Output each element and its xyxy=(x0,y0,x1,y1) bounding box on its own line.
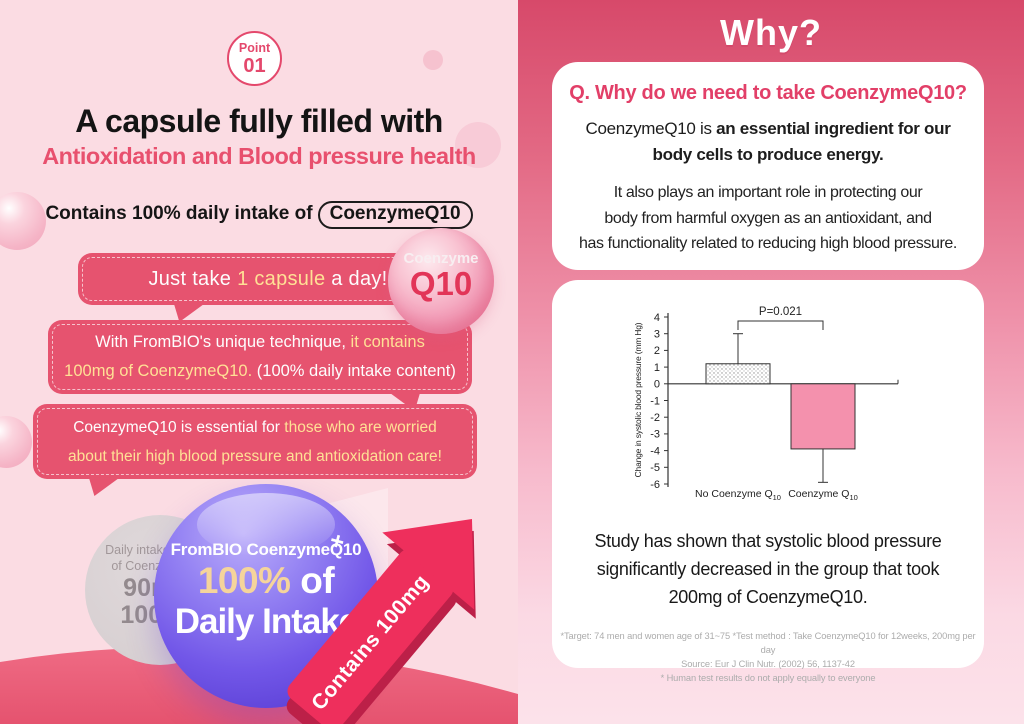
svg-text:2: 2 xyxy=(654,345,660,357)
answer-paragraph-2: It also plays an important role in prote… xyxy=(579,184,957,253)
svg-text:4: 4 xyxy=(654,312,660,324)
bubble-decoration xyxy=(0,192,46,250)
left-panel: Point 01 A capsule fully filled with Ant… xyxy=(0,0,518,724)
svg-text:0: 0 xyxy=(654,379,660,391)
headline-black: A capsule fully filled with xyxy=(75,103,443,139)
svg-text:3: 3 xyxy=(654,329,660,341)
svg-text:-3: -3 xyxy=(650,429,660,441)
speech-bubble-3: CoenzymeQ10 is essential for those who a… xyxy=(33,404,477,479)
svg-text:-5: -5 xyxy=(650,462,660,474)
sphere-daily-intake-label: Daily Intake xyxy=(174,601,359,641)
svg-text:1: 1 xyxy=(654,362,660,374)
point-badge-number: 01 xyxy=(243,54,266,77)
point-badge: Point 01 xyxy=(227,31,282,86)
svg-text:Coenzyme Q10: Coenzyme Q10 xyxy=(788,488,858,502)
svg-text:No Coenzyme Q10: No Coenzyme Q10 xyxy=(695,488,781,502)
svg-text:-1: -1 xyxy=(650,395,660,407)
study-footnotes: *Target: 74 men and women age of 31~75 *… xyxy=(560,631,976,683)
svg-text:-4: -4 xyxy=(650,445,660,457)
q10-bubble-big-label: Q10 xyxy=(409,265,473,302)
point-badge-label: Point xyxy=(238,41,271,55)
contains-arrow: Contains 100mg xyxy=(286,518,476,724)
sphere-percent-suffix: of xyxy=(290,560,335,601)
svg-text:Change in systolic blood press: Change in systolic blood pressure (mm Hg… xyxy=(633,322,643,477)
study-card: 4 3 2 1 0 -1 -2 -3 -4 -5 -6 P=0.021 No Coenzyme Q10 C… xyxy=(552,280,984,683)
contains-line: Contains 100% daily intake of CoenzymeQ10 xyxy=(0,201,518,229)
dot-decoration xyxy=(455,122,501,168)
question-heading: Q. Why do we need to take CoenzymeQ10? xyxy=(569,82,967,104)
why-title: Why? xyxy=(720,12,822,53)
coenzyme-pill: CoenzymeQ10 xyxy=(317,201,473,229)
dot-decoration xyxy=(423,50,443,70)
speech-bubble-2: With FromBIO's unique technique, it cont… xyxy=(48,320,472,394)
svg-text:-2: -2 xyxy=(650,412,660,424)
headline-pink: Antioxidation and Blood pressure health xyxy=(42,143,476,169)
answer-paragraph-1: CoenzymeQ10 is an essential ingredient f… xyxy=(585,119,951,165)
qa-card: Q. Why do we need to take CoenzymeQ10? C… xyxy=(552,62,984,270)
bar-chart: 4 3 2 1 0 -1 -2 -3 -4 -5 -6 P=0.021 No Coenzyme Q10 C… xyxy=(633,306,899,502)
study-summary: Study has shown that systolic blood pres… xyxy=(594,531,942,607)
svg-text:P=0.021: P=0.021 xyxy=(759,306,802,318)
sphere-percent-line: 100% of xyxy=(154,560,378,603)
contains-prefix: Contains 100% daily intake of xyxy=(45,203,313,224)
right-panel: Why? Q. Why do we need to take CoenzymeQ… xyxy=(518,0,1024,724)
svg-text:-6: -6 xyxy=(650,479,660,491)
sphere-percent-value: 100% xyxy=(197,560,291,601)
q10-bubble: Coenzyme Q10 xyxy=(388,228,494,334)
q10-bubble-small-label: Coenzyme xyxy=(403,250,479,267)
